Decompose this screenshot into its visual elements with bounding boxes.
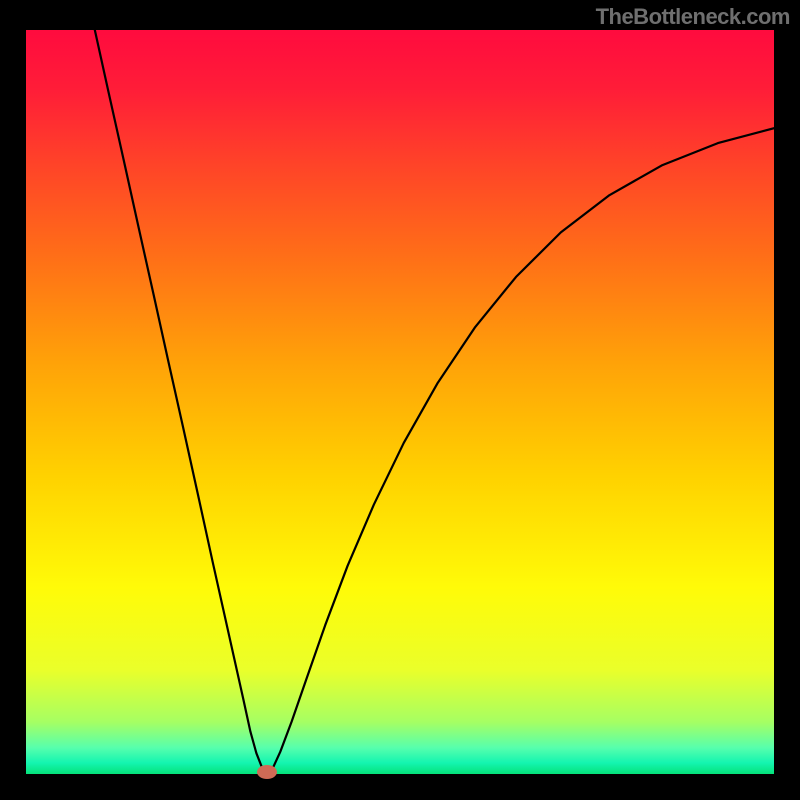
curve-layer [26,30,774,774]
chart-canvas: TheBottleneck.com [0,0,800,800]
watermark-text: TheBottleneck.com [596,4,790,30]
minimum-marker [257,765,277,779]
plot-frame [26,30,774,774]
bottleneck-curve [95,30,774,774]
